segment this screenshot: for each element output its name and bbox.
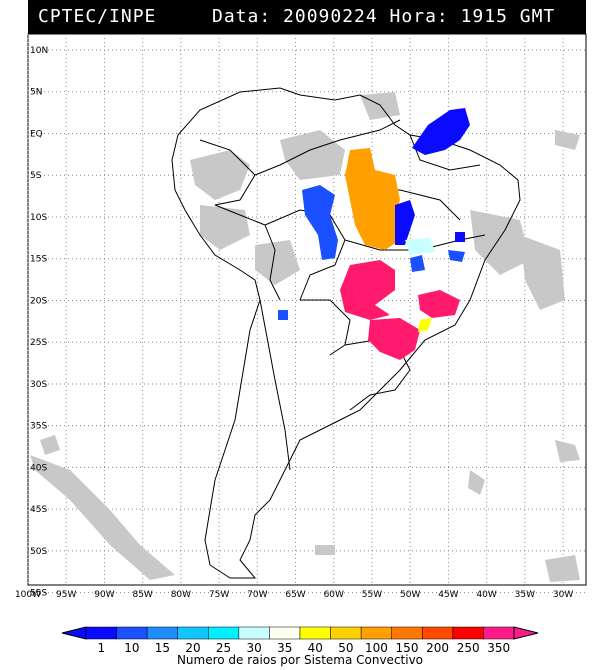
lat-label: EQ xyxy=(30,129,43,139)
colorbar-tick-label: 10 xyxy=(124,641,139,655)
lat-label: 30S xyxy=(30,380,47,390)
system-small-blue xyxy=(395,200,415,245)
lon-label: 40W xyxy=(476,590,496,600)
lat-label: 5S xyxy=(30,171,42,181)
lat-label: 55S xyxy=(30,589,47,599)
colorbar-tick-label: 20 xyxy=(185,641,200,655)
colorbar-tick-label: 35 xyxy=(277,641,292,655)
lon-label: 90W xyxy=(94,590,114,600)
colorbar-swatch xyxy=(422,626,454,640)
colorbar-swatch xyxy=(391,626,423,640)
lon-label: 55W xyxy=(362,590,382,600)
colorbar-tick-label: 150 xyxy=(396,641,419,655)
agency-label: CPTEC/INPE xyxy=(38,6,157,27)
lat-label: 35S xyxy=(30,422,47,432)
lon-label: 60W xyxy=(324,590,344,600)
latitude-labels: 10N 5N EQ 5S 10S 15S 20S 25S 30S 35S 40S 45S 50S 55S xyxy=(30,46,48,599)
lon-label: 80W xyxy=(171,590,191,600)
colorbar-swatch xyxy=(238,626,270,640)
colorbar: 1 10 15 20 25 30 35 40 50 100 150 200 250 350 xyxy=(61,626,539,655)
lon-label: 75W xyxy=(209,590,229,600)
system-orange xyxy=(345,148,405,250)
colorbar-tick-label: 200 xyxy=(426,641,449,655)
colorbar-title: Numero de raios por Sistema Convectivo xyxy=(177,653,423,667)
lat-label: 25S xyxy=(30,338,47,348)
coastline xyxy=(171,87,521,579)
colorbar-swatch xyxy=(269,626,301,640)
colorbar-swatch xyxy=(452,626,484,640)
lat-label: 40S xyxy=(30,463,47,473)
title-bar: CPTEC/INPE Data: 20090224 Hora: 1915 GMT xyxy=(28,0,586,34)
colorbar-swatch xyxy=(299,626,331,640)
colorbar-swatch xyxy=(116,626,148,640)
lat-label: 5N xyxy=(30,88,42,98)
lat-label: 50S xyxy=(30,547,47,557)
lon-label: 45W xyxy=(438,590,458,600)
system-small-blue-3 xyxy=(448,250,465,262)
cloud-cover xyxy=(30,92,580,582)
lon-label: 35W xyxy=(515,590,535,600)
colorbar-tick-label: 25 xyxy=(216,641,231,655)
lon-label: 70W xyxy=(247,590,267,600)
lon-label: 30W xyxy=(553,590,573,600)
lon-label: 50W xyxy=(400,590,420,600)
map-frame xyxy=(27,33,587,586)
colorbar-swatch xyxy=(146,626,178,640)
colorbar-tick-label: 1 xyxy=(97,641,105,655)
lon-label: 85W xyxy=(132,590,152,600)
system-magenta-2 xyxy=(368,318,420,360)
system-mid-blue xyxy=(302,185,338,260)
colorbar-tick-label: 250 xyxy=(457,641,480,655)
colorbar-swatch xyxy=(177,626,209,640)
system-magenta-3 xyxy=(418,290,460,318)
colorbar-tick-label: 100 xyxy=(365,641,388,655)
colorbar-arrow-left xyxy=(61,626,87,640)
colorbar-tick-label: 350 xyxy=(487,641,510,655)
lon-label: 95W xyxy=(56,590,76,600)
longitude-labels: 100W 95W 90W 85W 80W 75W 70W 65W 60W 55W 50W 45W 40W… xyxy=(15,590,573,600)
system-ne-blue xyxy=(412,108,470,155)
colorbar-tick-label: 50 xyxy=(338,641,353,655)
colorbar-tick-label: 15 xyxy=(155,641,170,655)
convective-systems xyxy=(278,108,470,360)
lon-label: 100W xyxy=(15,590,41,600)
lat-label: 15S xyxy=(30,255,47,265)
grid-lines xyxy=(27,34,586,594)
lon-label: 65W xyxy=(285,590,305,600)
date-time-label: Data: 20090224 Hora: 1915 GMT xyxy=(212,6,556,27)
system-small-blue-5 xyxy=(455,232,465,242)
colorbar-arrow-right xyxy=(513,626,539,640)
colorbar-tick-label: 40 xyxy=(308,641,323,655)
lat-label: 45S xyxy=(30,505,47,515)
system-magenta-1 xyxy=(340,260,395,320)
lat-label: 20S xyxy=(30,296,47,306)
lat-label: 10S xyxy=(30,213,47,223)
system-yellow xyxy=(418,318,432,332)
colorbar-swatch xyxy=(208,626,240,640)
system-small-blue-2 xyxy=(410,255,425,272)
colorbar-swatch xyxy=(360,626,392,640)
colorbar-swatch xyxy=(330,626,362,640)
colorbar-tick-label: 30 xyxy=(247,641,262,655)
system-small-blue-4 xyxy=(278,310,288,320)
lat-label: 10N xyxy=(30,46,48,56)
colorbar-swatch xyxy=(85,626,117,640)
system-light-cyan xyxy=(405,238,435,255)
colorbar-swatch xyxy=(483,626,515,640)
